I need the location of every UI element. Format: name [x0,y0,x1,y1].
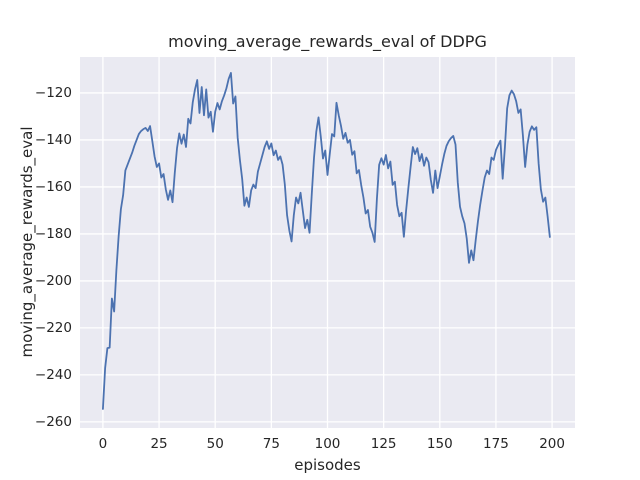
x-tick-label: 125 [370,436,397,452]
x-tick-label: 50 [206,436,224,452]
x-tick-label: 0 [98,436,108,452]
y-tick-label: −140 [34,131,72,148]
x-tick-label: 175 [483,436,509,452]
chart-title: moving_average_rewards_eval of DDPG [168,32,487,51]
x-tick-label: 100 [314,436,341,452]
x-tick-label: 75 [262,436,280,452]
y-tick-label: −220 [34,319,72,336]
y-tick-label: −200 [34,272,72,289]
y-tick-label: −260 [34,413,72,430]
x-tick-label: 25 [150,436,168,452]
y-tick-label: −120 [34,84,72,101]
y-tick-label: −180 [34,225,72,242]
x-tick-label: 150 [426,436,453,452]
y-tick-label: −240 [34,366,72,383]
line-chart-svg [80,57,575,428]
reward-line [102,72,551,410]
plot-area [80,57,575,428]
x-axis-label: episodes [294,456,361,474]
x-tick-label: 200 [539,436,565,452]
y-tick-label: −160 [34,178,72,195]
